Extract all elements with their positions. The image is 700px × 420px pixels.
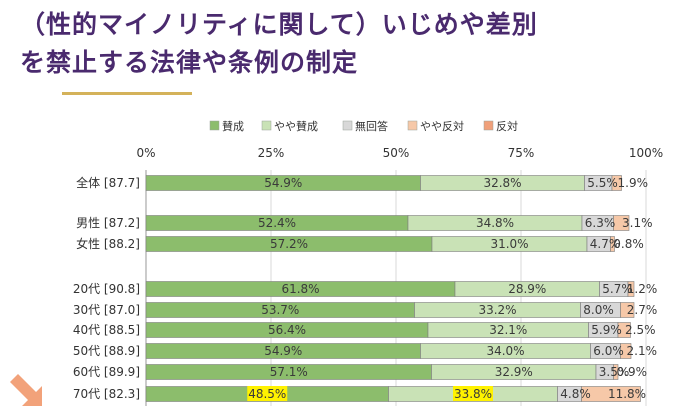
title-underline [62,92,192,95]
data-label: 57.1% [270,365,308,379]
data-label: 57.2% [270,237,308,251]
data-label: 3.1% [622,216,653,230]
label-highlight [453,386,493,401]
data-label: 61.8% [281,282,319,296]
bar-segment [620,302,635,318]
legend-label: やや賛成 [274,119,318,133]
data-label: 1.2% [627,282,658,296]
bar-segment [620,343,632,359]
data-label: 0.8% [613,237,644,251]
category-label: 70代 [82.3] [73,387,140,401]
legend-swatch [209,120,220,131]
bar-segment [610,236,615,252]
chart-title: （性的マイノリティに関して）いじめや差別 を禁止する法律や条例の制定 [20,6,680,82]
data-label: 48.5% [248,387,286,401]
data-label: 6.0% [593,344,624,358]
data-label: 5.7% [602,282,633,296]
bar-segment [617,322,631,338]
legend-label: 賛成 [222,119,244,133]
legend-label: 反対 [496,119,518,133]
category-label: 20代 [90.8] [73,282,140,296]
data-label: 4.8% [560,387,591,401]
title-line-1: （性的マイノリティに関して）いじめや差別 [20,10,538,39]
category-label: 女性 [88.2] [76,236,140,251]
data-label: 54.9% [264,176,302,190]
category-label: 男性 [87.2] [76,216,140,230]
data-label: 33.2% [478,303,516,317]
legend-swatch [407,120,418,131]
data-label: 33.8% [454,387,492,401]
legend-label: やや反対 [420,119,464,133]
x-tick-label: 50% [383,146,410,160]
data-label: 8.0% [583,303,614,317]
data-label: 32.8% [483,176,521,190]
data-label: 52.4% [258,216,296,230]
data-label: 4.7% [590,237,621,251]
x-tick-label: 25% [258,146,285,160]
x-tick-label: 75% [508,146,535,160]
x-tick-label: 0% [136,146,155,160]
bar-segment [613,364,619,380]
data-label: 53.7% [261,303,299,317]
category-label: 40代 [88.5] [73,323,140,337]
title-line-2: を禁止する法律や条例の制定 [20,48,359,77]
data-label: 6.3% [585,216,616,230]
bar-segment [581,386,641,402]
data-label: 2.1% [627,344,658,358]
data-label: 28.9% [508,282,546,296]
x-tick-label: 100% [629,146,663,160]
data-label: 2.7% [627,303,658,317]
legend-swatch [483,120,494,131]
category-label: 50代 [88.9] [73,344,140,358]
legend-label: 無回答 [355,119,388,133]
bar-segment [613,215,630,231]
data-label: 11.8% [608,387,646,401]
data-label: 1.9% [618,176,649,190]
category-label: 60代 [89.9] [73,365,140,379]
category-label: 全体 [87.7] [76,175,140,190]
arrow-icon [10,374,42,406]
data-label: 32.1% [489,323,527,337]
data-label: 2.5% [625,323,656,337]
data-label: 32.9% [495,365,533,379]
legend-swatch [342,120,353,131]
data-label: 31.0% [490,237,528,251]
data-label: 0.9% [617,365,648,379]
label-highlight [247,386,288,401]
data-label: 34.8% [476,216,514,230]
category-label: 30代 [87.0] [73,303,140,317]
data-label: 56.4% [268,323,306,337]
data-label: 5.9% [591,323,622,337]
bar-segment [627,281,635,297]
bar-segment [611,175,622,191]
data-label: 5.5% [587,176,618,190]
data-label: 54.9% [264,344,302,358]
data-label: 3.5% [599,365,630,379]
legend-swatch [261,120,272,131]
data-label: 34.0% [486,344,524,358]
